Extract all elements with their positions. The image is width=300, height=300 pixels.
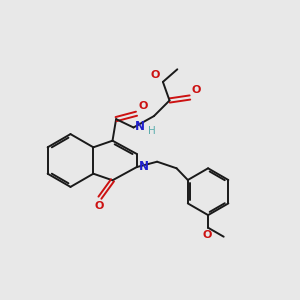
Text: O: O (202, 230, 212, 240)
Text: H: H (148, 126, 155, 136)
Text: N: N (139, 160, 149, 173)
Text: O: O (151, 70, 160, 80)
Text: N: N (135, 120, 145, 134)
Text: O: O (94, 201, 104, 211)
Text: O: O (191, 85, 201, 95)
Text: O: O (138, 101, 147, 111)
